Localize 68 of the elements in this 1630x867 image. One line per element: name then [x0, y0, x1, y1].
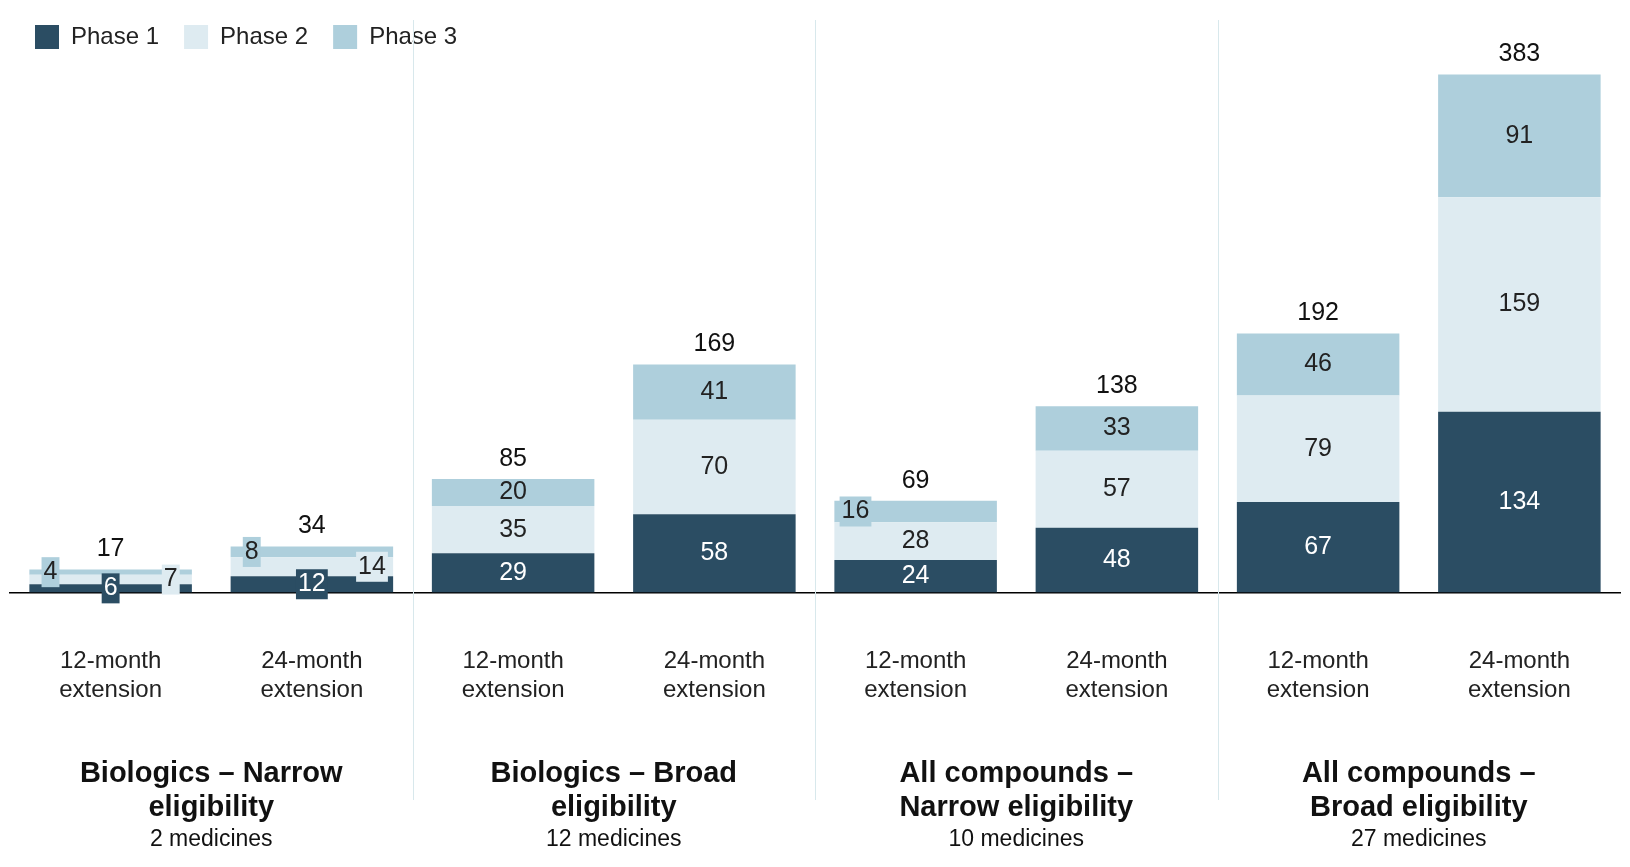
x-tick-label: 12-month extension	[59, 646, 162, 703]
legend-label: Phase 3	[369, 21, 458, 49]
bar	[1438, 74, 1601, 198]
data-label: 14	[358, 550, 386, 579]
x-tick-label: 24-month extension	[663, 646, 766, 703]
text: All compounds – Narrow eligibility	[898, 755, 1135, 823]
bar	[1035, 406, 1199, 451]
bar	[1035, 527, 1199, 593]
total-label: 85	[499, 443, 528, 472]
bar	[1236, 333, 1400, 396]
bar	[834, 560, 997, 593]
text: 10 medicines	[947, 824, 1085, 853]
data-label: 35	[499, 513, 528, 542]
data-label: 12	[297, 568, 326, 597]
data-label: 29	[499, 556, 528, 585]
legend-label: Phase 1	[71, 21, 160, 49]
x-tick-label: 12-month extension	[1266, 646, 1370, 703]
total-label: 138	[1096, 370, 1138, 399]
total-label: 383	[1498, 38, 1541, 67]
bar	[633, 514, 796, 593]
bar	[431, 506, 595, 554]
data-label: 57	[1102, 473, 1131, 502]
total-label: 34	[297, 510, 326, 539]
data-label: 91	[1505, 119, 1534, 148]
x-tick-label: 24-month extension	[1065, 646, 1169, 703]
total-label: 69	[901, 464, 930, 493]
data-label: 70	[700, 450, 729, 479]
data-label: 4	[43, 556, 58, 585]
data-label: 16	[841, 495, 870, 524]
total-label: 169	[693, 328, 736, 357]
total-label: 192	[1297, 297, 1339, 326]
x-tick-label: 12-month extension	[864, 646, 967, 703]
data-label: 28	[901, 525, 930, 554]
x-tick-label: 24-month extension	[260, 646, 364, 703]
data-label: 24	[901, 560, 930, 589]
data-label: 6	[103, 572, 118, 601]
bar	[633, 419, 796, 515]
data-label: 134	[1498, 485, 1541, 514]
data-label: 46	[1304, 348, 1333, 377]
x-tick-label: 24-month extension	[1468, 646, 1571, 703]
data-label: 20	[499, 476, 528, 505]
bar	[1438, 411, 1601, 593]
data-label: 33	[1102, 412, 1131, 441]
total-label: 17	[96, 533, 125, 562]
data-label: 58	[700, 537, 729, 566]
bar	[431, 553, 595, 593]
text: Biologics – Narrow eligibility	[78, 755, 344, 823]
text: All compounds – Broad eligibility	[1300, 755, 1537, 823]
data-label: 67	[1304, 531, 1333, 560]
x-tick-label: 12-month extension	[461, 646, 565, 703]
data-label: 41	[700, 376, 729, 405]
data-label: 8	[244, 535, 259, 564]
data-label: 159	[1498, 288, 1541, 317]
bar	[1035, 450, 1199, 528]
data-label: 48	[1102, 543, 1131, 572]
bar	[431, 479, 595, 507]
data-label: 7	[163, 563, 178, 592]
bar	[1236, 502, 1400, 593]
text: 12 medicines	[545, 824, 683, 853]
text: 2 medicines	[148, 824, 274, 853]
bar	[1236, 395, 1400, 503]
text: 27 medicines	[1350, 824, 1488, 853]
legend-label: Phase 2	[220, 21, 309, 49]
bar	[633, 364, 796, 420]
text: Biologics – Broad eligibility	[489, 755, 738, 823]
bar	[834, 522, 997, 561]
data-label: 79	[1304, 432, 1333, 461]
bar	[1438, 197, 1601, 412]
